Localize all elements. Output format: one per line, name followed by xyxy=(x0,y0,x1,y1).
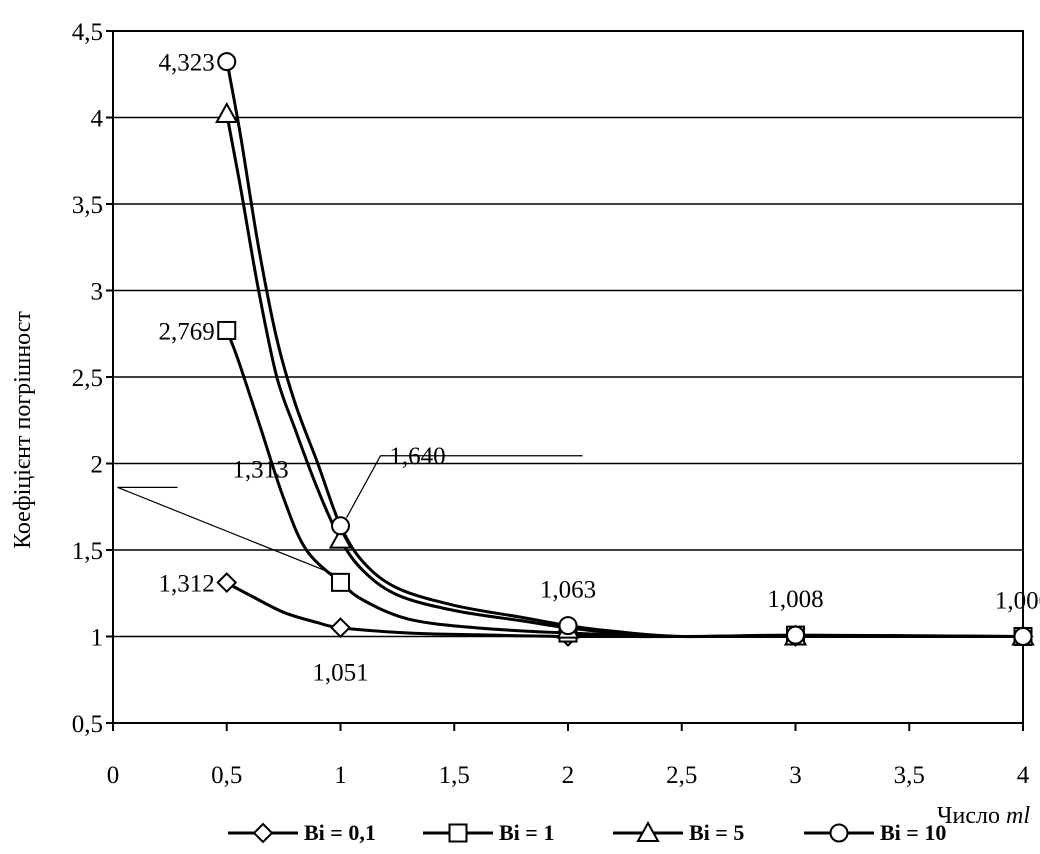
series-0-point-0 xyxy=(216,572,238,593)
annotation-label-0: 4,323 xyxy=(159,50,215,77)
annotation-leader-4 xyxy=(117,486,335,575)
series-1-point-0 xyxy=(217,320,237,340)
annotation-label-3: 1,640 xyxy=(389,443,445,470)
x-tick-label-6: 3 xyxy=(789,762,802,789)
annotation-label-4: 1,313 xyxy=(232,456,288,483)
series-2-point-1 xyxy=(328,527,353,549)
legend-marker-2 xyxy=(636,820,660,842)
x-tick-label-2: 1 xyxy=(334,762,347,789)
legend-marker-0 xyxy=(252,822,274,844)
x-tick-label-8: 4 xyxy=(1017,762,1030,789)
legend-label-3: Bi = 10 xyxy=(880,820,946,845)
series-2-point-0 xyxy=(215,101,239,124)
y-tick-label-7: 4 xyxy=(91,106,104,133)
grid-lines xyxy=(113,116,1023,638)
annotation-label-6: 1,063 xyxy=(540,577,596,604)
x-axis-title-italic: ml xyxy=(1006,803,1030,829)
y-tick-label-0: 0,5 xyxy=(72,711,103,738)
legend-label-1: Bi = 1 xyxy=(499,820,554,845)
annotation-label-8: 1,000 xyxy=(995,588,1040,615)
y-tick-label-4: 2,5 xyxy=(72,365,103,392)
y-axis-title: Коефіцієнт погрішност xyxy=(10,311,36,549)
series-3-point-1 xyxy=(331,516,350,536)
annotation-label-2: 1,312 xyxy=(159,571,215,598)
series-3-point-4 xyxy=(1013,627,1033,646)
y-tick-label-8: 4,5 xyxy=(72,19,103,46)
series-3-point-2 xyxy=(558,616,578,636)
series-0-point-1 xyxy=(330,617,351,639)
x-tick-label-3: 1,5 xyxy=(439,762,470,789)
legend: Bi = 0,1 Bi = 1 Bi = 5 Bi = 10 xyxy=(228,820,946,845)
x-tick-label-7: 3,5 xyxy=(894,762,925,789)
legend-marker-3 xyxy=(829,823,849,843)
y-tick-label-1: 1 xyxy=(91,625,104,652)
x-tick-label-5: 2,5 xyxy=(666,762,697,789)
series-3-point-3 xyxy=(786,625,805,645)
series-3-point-0 xyxy=(217,52,237,72)
x-tick-label-4: 2 xyxy=(562,762,575,789)
legend-label-0: Bi = 0,1 xyxy=(304,820,376,845)
annotation-label-5: 1,051 xyxy=(312,660,368,687)
x-tick-label-0: 0 xyxy=(107,762,120,789)
legend-marker-1 xyxy=(448,823,468,843)
series-markers xyxy=(215,52,1035,647)
y-tick-label-3: 2 xyxy=(91,452,104,479)
series-1-point-1 xyxy=(331,572,350,592)
x-axis: 0 0,5 1 1,5 2 2,5 3 3,5 4 xyxy=(107,723,1030,789)
series-line-3 xyxy=(225,60,1024,639)
y-tick-label-5: 3 xyxy=(91,279,104,306)
series-line-2 xyxy=(225,113,1024,639)
y-tick-label-6: 3,5 xyxy=(72,192,103,219)
annotation-label-7: 1,008 xyxy=(767,586,823,613)
data-annotations: 4,323 2,769 1,312 1,640 1,313 1,051 1,063 1,008… xyxy=(159,50,1040,687)
x-axis-title-prefix: Число xyxy=(937,803,1006,829)
x-axis-title: Число ml xyxy=(937,803,1030,829)
legend-label-2: Bi = 5 xyxy=(689,820,744,845)
annotation-label-1: 2,769 xyxy=(159,318,215,345)
y-tick-label-2: 1,5 xyxy=(72,538,103,565)
annotation-leaders xyxy=(117,455,583,575)
x-tick-label-1: 0,5 xyxy=(211,762,242,789)
y-axis: 0,5 1 1,5 2 2,5 3 3,5 4 4,5 xyxy=(72,19,113,738)
annotation-leader-3 xyxy=(345,455,583,519)
